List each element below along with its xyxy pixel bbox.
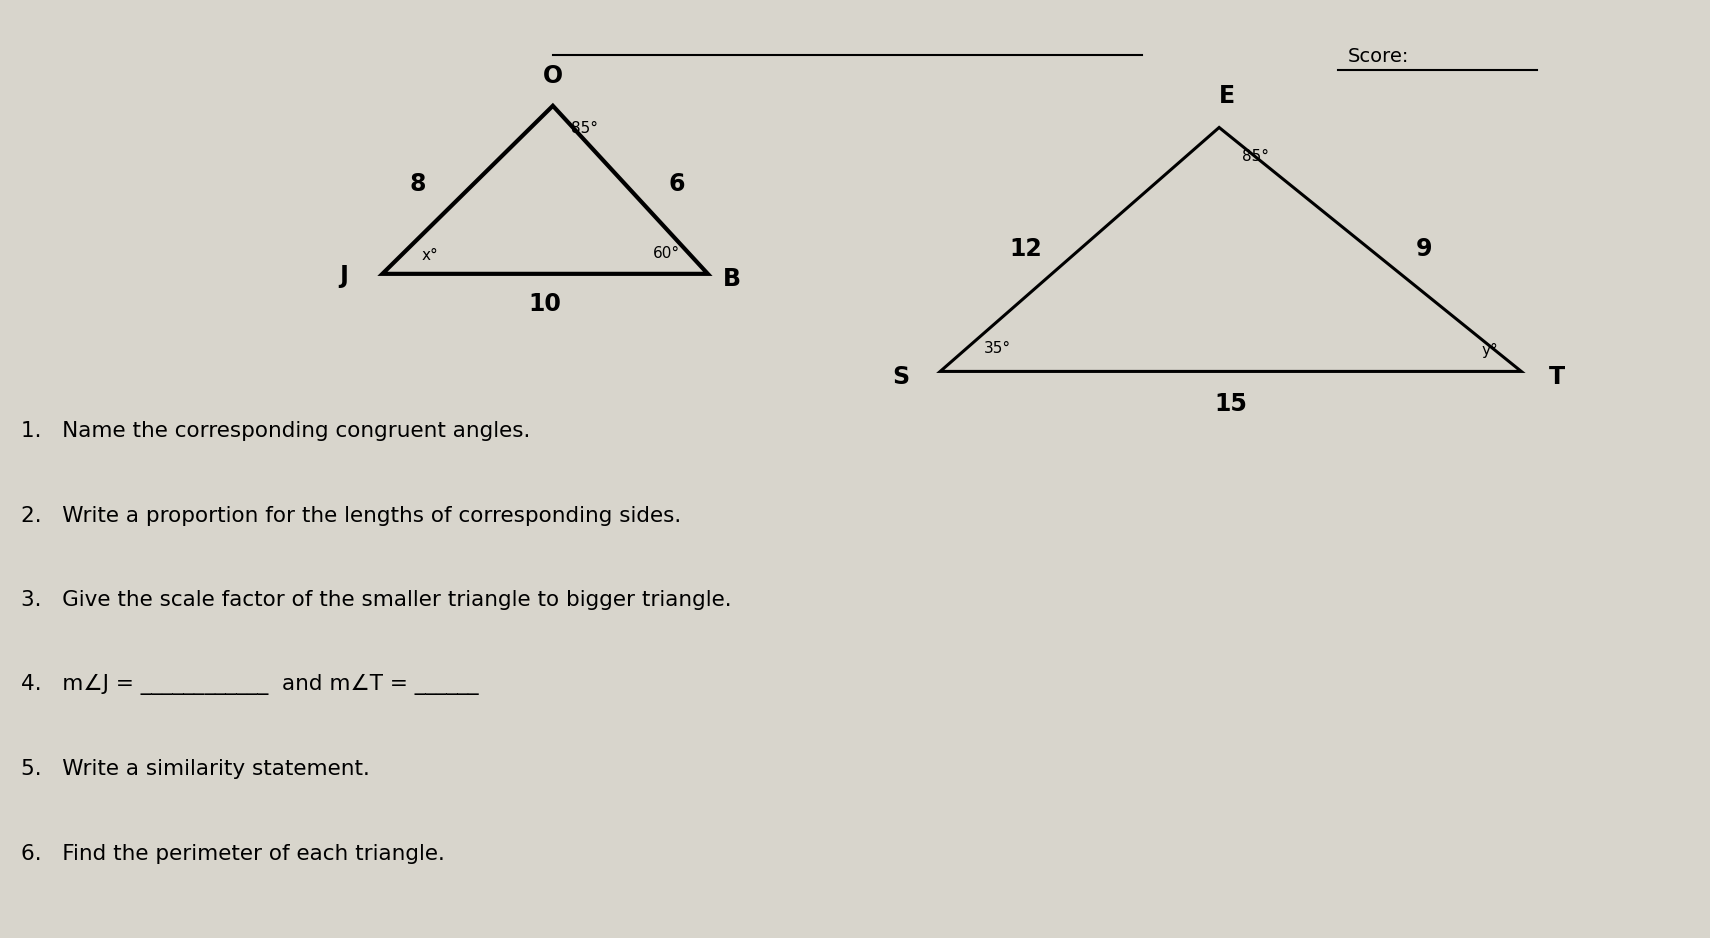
Text: 6.   Find the perimeter of each triangle.: 6. Find the perimeter of each triangle. (21, 844, 445, 864)
Text: y°: y° (1481, 343, 1498, 358)
Text: 2.   Write a proportion for the lengths of corresponding sides.: 2. Write a proportion for the lengths of… (21, 506, 682, 525)
Text: J: J (340, 264, 349, 288)
Text: O: O (542, 65, 563, 88)
Text: 6: 6 (669, 173, 686, 196)
Text: 15: 15 (1214, 392, 1247, 416)
Text: 4.   m∠J = ____________  and m∠T = ______: 4. m∠J = ____________ and m∠T = ______ (21, 674, 479, 695)
Text: 5.   Write a similarity statement.: 5. Write a similarity statement. (21, 760, 371, 779)
Text: 85°: 85° (1243, 149, 1269, 164)
Text: B: B (723, 267, 742, 292)
Text: S: S (893, 365, 910, 389)
Text: 12: 12 (1009, 237, 1041, 262)
Text: Score:: Score: (1347, 48, 1409, 67)
Text: 9: 9 (1416, 237, 1433, 262)
Text: 1.   Name the corresponding congruent angles.: 1. Name the corresponding congruent angl… (21, 421, 530, 441)
Text: E: E (1219, 83, 1235, 108)
Text: 10: 10 (528, 293, 561, 316)
Text: 8: 8 (410, 173, 426, 196)
Text: 3.   Give the scale factor of the smaller triangle to bigger triangle.: 3. Give the scale factor of the smaller … (21, 590, 732, 611)
Text: 85°: 85° (571, 121, 598, 136)
Text: 35°: 35° (983, 341, 1011, 356)
Text: 60°: 60° (653, 246, 681, 261)
Text: x°: x° (421, 248, 438, 263)
Text: T: T (1549, 365, 1565, 389)
